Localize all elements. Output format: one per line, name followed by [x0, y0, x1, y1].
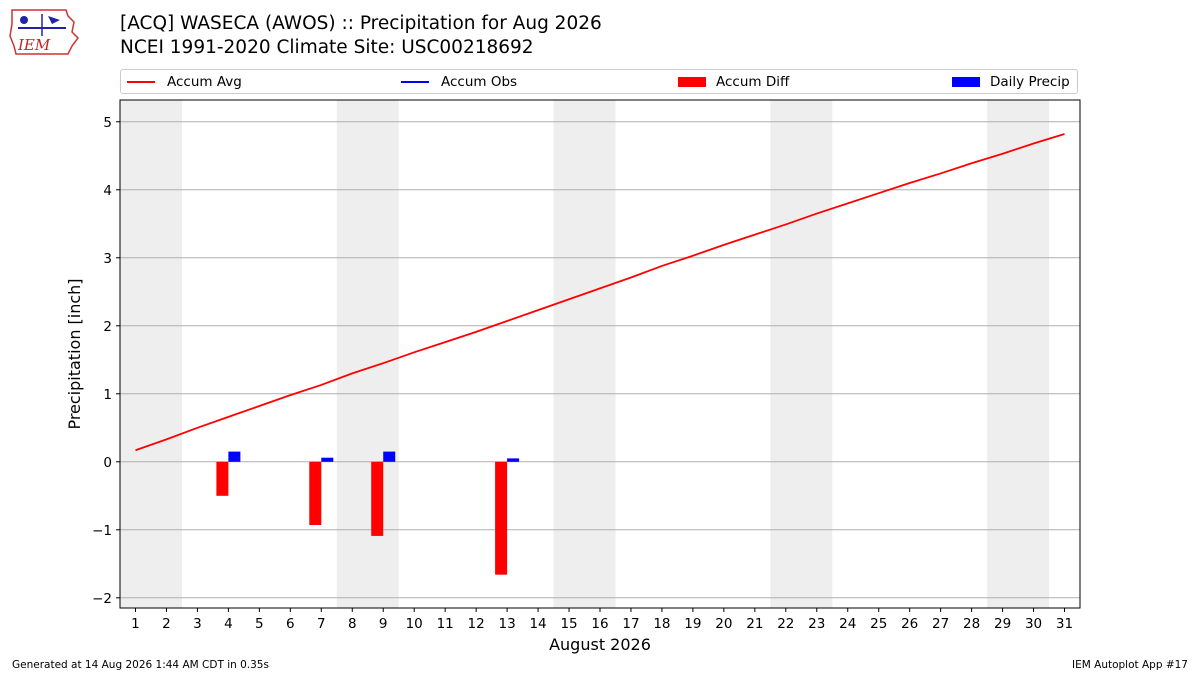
legend-item-accum-obs: Accum Obs	[401, 73, 517, 91]
legend-swatch-accum-obs	[401, 81, 429, 83]
x-tick-label: 1	[131, 616, 140, 632]
x-tick-label: 21	[746, 616, 763, 632]
x-tick-label: 9	[379, 616, 388, 632]
accum-diff-bar	[495, 461, 508, 575]
weekend-band	[336, 100, 399, 608]
x-tick-label: 14	[529, 616, 546, 632]
chart-title: [ACQ] WASECA (AWOS) :: Precipitation for…	[120, 13, 602, 34]
x-tick-label: 6	[286, 616, 295, 632]
x-tick-label: 15	[560, 616, 577, 632]
y-tick-label: 3	[103, 251, 112, 267]
x-tick-label: 4	[224, 616, 233, 632]
y-tick-label: 5	[103, 115, 112, 131]
weekend-band	[770, 100, 833, 608]
legend-swatch-daily-precip	[952, 77, 980, 87]
legend-label-accum-avg: Accum Avg	[167, 74, 242, 90]
x-tick-label: 27	[932, 616, 949, 632]
iem-logo: IEM	[9, 9, 79, 55]
x-axis-label: August 2026	[549, 635, 651, 654]
x-tick-label: 19	[684, 616, 701, 632]
x-tick-label: 7	[317, 616, 326, 632]
accum-diff-bar	[216, 461, 229, 496]
x-tick-label: 31	[1056, 616, 1073, 632]
weekend-band	[120, 100, 182, 608]
x-tick-label: 23	[808, 616, 825, 632]
y-tick-label: 4	[103, 183, 112, 199]
y-tick-label: −1	[92, 523, 112, 539]
x-tick-label: 24	[839, 616, 856, 632]
y-tick-label: 2	[103, 319, 112, 335]
daily-precip-bar	[321, 457, 334, 462]
x-tick-label: 2	[162, 616, 171, 632]
y-tick-label: 0	[103, 455, 112, 471]
plot-frame	[119, 99, 1081, 609]
accum-diff-bar	[309, 461, 322, 526]
weekend-band	[553, 100, 616, 608]
y-axis-label: Precipitation [inch]	[65, 278, 84, 429]
x-tick-label: 20	[715, 616, 732, 632]
daily-precip-bar	[228, 451, 241, 462]
accum-diff-bar	[371, 461, 384, 536]
generated-note: Generated at 14 Aug 2026 1:44 AM CDT in …	[12, 659, 269, 671]
x-tick-label: 17	[622, 616, 639, 632]
chart-legend: Accum Avg Accum Obs Accum Diff Daily Pre…	[120, 69, 1078, 94]
y-tick-label: 1	[103, 387, 112, 403]
daily-precip-bar	[383, 451, 396, 462]
x-tick-label: 25	[870, 616, 887, 632]
x-tick-label: 22	[777, 616, 794, 632]
y-tick-label: −2	[92, 591, 112, 607]
accum-avg-line	[135, 133, 1065, 452]
x-tick-label: 8	[348, 616, 357, 632]
x-tick-label: 11	[437, 616, 454, 632]
legend-label-daily-precip: Daily Precip	[990, 74, 1070, 90]
legend-label-accum-obs: Accum Obs	[441, 74, 518, 90]
legend-swatch-accum-avg	[127, 81, 155, 83]
daily-precip-bar	[507, 458, 520, 462]
x-tick-label: 13	[499, 616, 516, 632]
legend-label-accum-diff: Accum Diff	[716, 74, 790, 90]
app-note: IEM Autoplot App #17	[1072, 659, 1188, 671]
x-tick-label: 18	[653, 616, 670, 632]
x-tick-label: 26	[901, 616, 918, 632]
x-tick-label: 28	[963, 616, 980, 632]
weekend-band	[987, 100, 1050, 608]
legend-item-daily-precip: Daily Precip	[952, 73, 1070, 91]
x-tick-label: 12	[468, 616, 485, 632]
x-tick-label: 16	[591, 616, 608, 632]
x-tick-label: 3	[193, 616, 202, 632]
x-tick-label: 5	[255, 616, 264, 632]
legend-item-accum-diff: Accum Diff	[678, 73, 789, 91]
x-tick-label: 30	[1025, 616, 1042, 632]
logo-text: IEM	[17, 36, 51, 54]
x-tick-label: 29	[994, 616, 1011, 632]
legend-item-accum-avg: Accum Avg	[127, 73, 242, 91]
x-tick-label: 10	[406, 616, 423, 632]
chart-subtitle: NCEI 1991-2020 Climate Site: USC00218692	[120, 37, 534, 58]
legend-swatch-accum-diff	[678, 77, 706, 87]
